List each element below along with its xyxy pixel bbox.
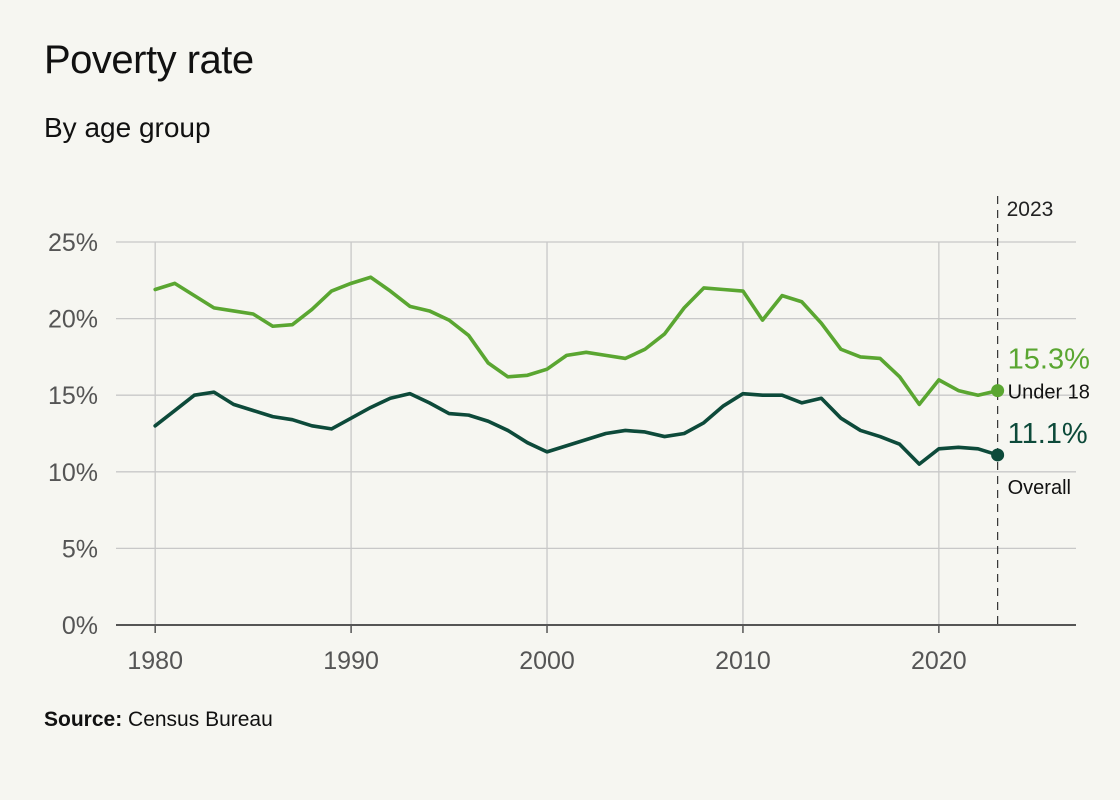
- y-tick-label: 5%: [62, 535, 98, 563]
- source-text: Census Bureau: [128, 708, 273, 731]
- end-value-label-under-18: 15.3%: [1008, 344, 1090, 376]
- end-point-under-18: [991, 384, 1005, 398]
- x-tick-label: 2020: [911, 647, 967, 675]
- series-line-under-18: [153, 275, 1000, 407]
- x-tick-label: 2010: [715, 647, 771, 675]
- source-label: Source:: [44, 708, 123, 731]
- x-tick-label: 1980: [127, 647, 183, 675]
- axis-layer: 0% 5% 10% 15% 20% 25% 1980 1990 2000 2010 2020: [48, 196, 1076, 675]
- end-value-label-overall: 11.1%: [1008, 418, 1088, 450]
- source-note: Source: Census Bureau: [44, 708, 273, 732]
- y-tick-label: 15%: [48, 382, 98, 410]
- reference-line-label: 2023: [1007, 198, 1054, 221]
- grid-layer: [116, 241, 1076, 625]
- y-tick-label: 25%: [48, 229, 98, 257]
- chart-subtitle: By age group: [44, 112, 211, 143]
- end-point-overall: [991, 448, 1005, 462]
- series-name-label-under-18: Under 18: [1008, 382, 1090, 404]
- label-layer: 2023 15.3% Under 18 11.1% Overall: [1007, 198, 1090, 499]
- x-tick-label: 2000: [519, 647, 575, 675]
- y-tick-label: 0%: [62, 612, 98, 640]
- y-tick-label: 10%: [48, 459, 98, 487]
- series-name-label-overall: Overall: [1008, 477, 1071, 499]
- series-layer: [153, 275, 1005, 466]
- chart-title: Poverty rate: [44, 38, 254, 82]
- series-line-overall: [153, 390, 1000, 466]
- y-tick-label: 20%: [48, 306, 98, 334]
- x-tick-label: 1990: [323, 647, 379, 675]
